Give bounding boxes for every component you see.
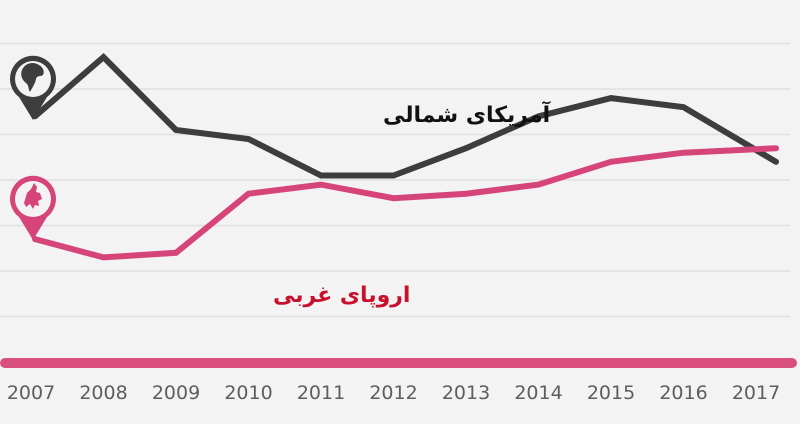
x-tick-label: 2017	[732, 382, 780, 404]
x-tick-label: 2012	[369, 382, 417, 404]
x-tick-label: 2013	[442, 382, 490, 404]
x-tick-label: 2015	[587, 382, 635, 404]
north-america-pin-icon	[9, 55, 56, 120]
baseline-bar	[0, 358, 797, 368]
x-tick-label: 2014	[514, 382, 562, 404]
x-axis-labels: 2007 2008 2009 2010 2011 2012 2013 2014 2015 2016…	[7, 382, 780, 404]
western-europe-label: اروپای غربی	[273, 283, 410, 308]
x-tick-label: 2009	[152, 382, 200, 404]
north-america-line	[32, 53, 779, 179]
x-tick-label: 2007	[7, 382, 55, 404]
europe-pin-icon	[9, 175, 56, 240]
gridlines	[0, 42, 790, 318]
western-europe-line	[32, 145, 779, 261]
north-america-label: آمریکای شمالی	[383, 100, 551, 128]
x-tick-label: 2008	[79, 382, 127, 404]
x-tick-label: 2010	[224, 382, 272, 404]
x-tick-label: 2011	[297, 382, 345, 404]
x-tick-label: 2016	[659, 382, 707, 404]
